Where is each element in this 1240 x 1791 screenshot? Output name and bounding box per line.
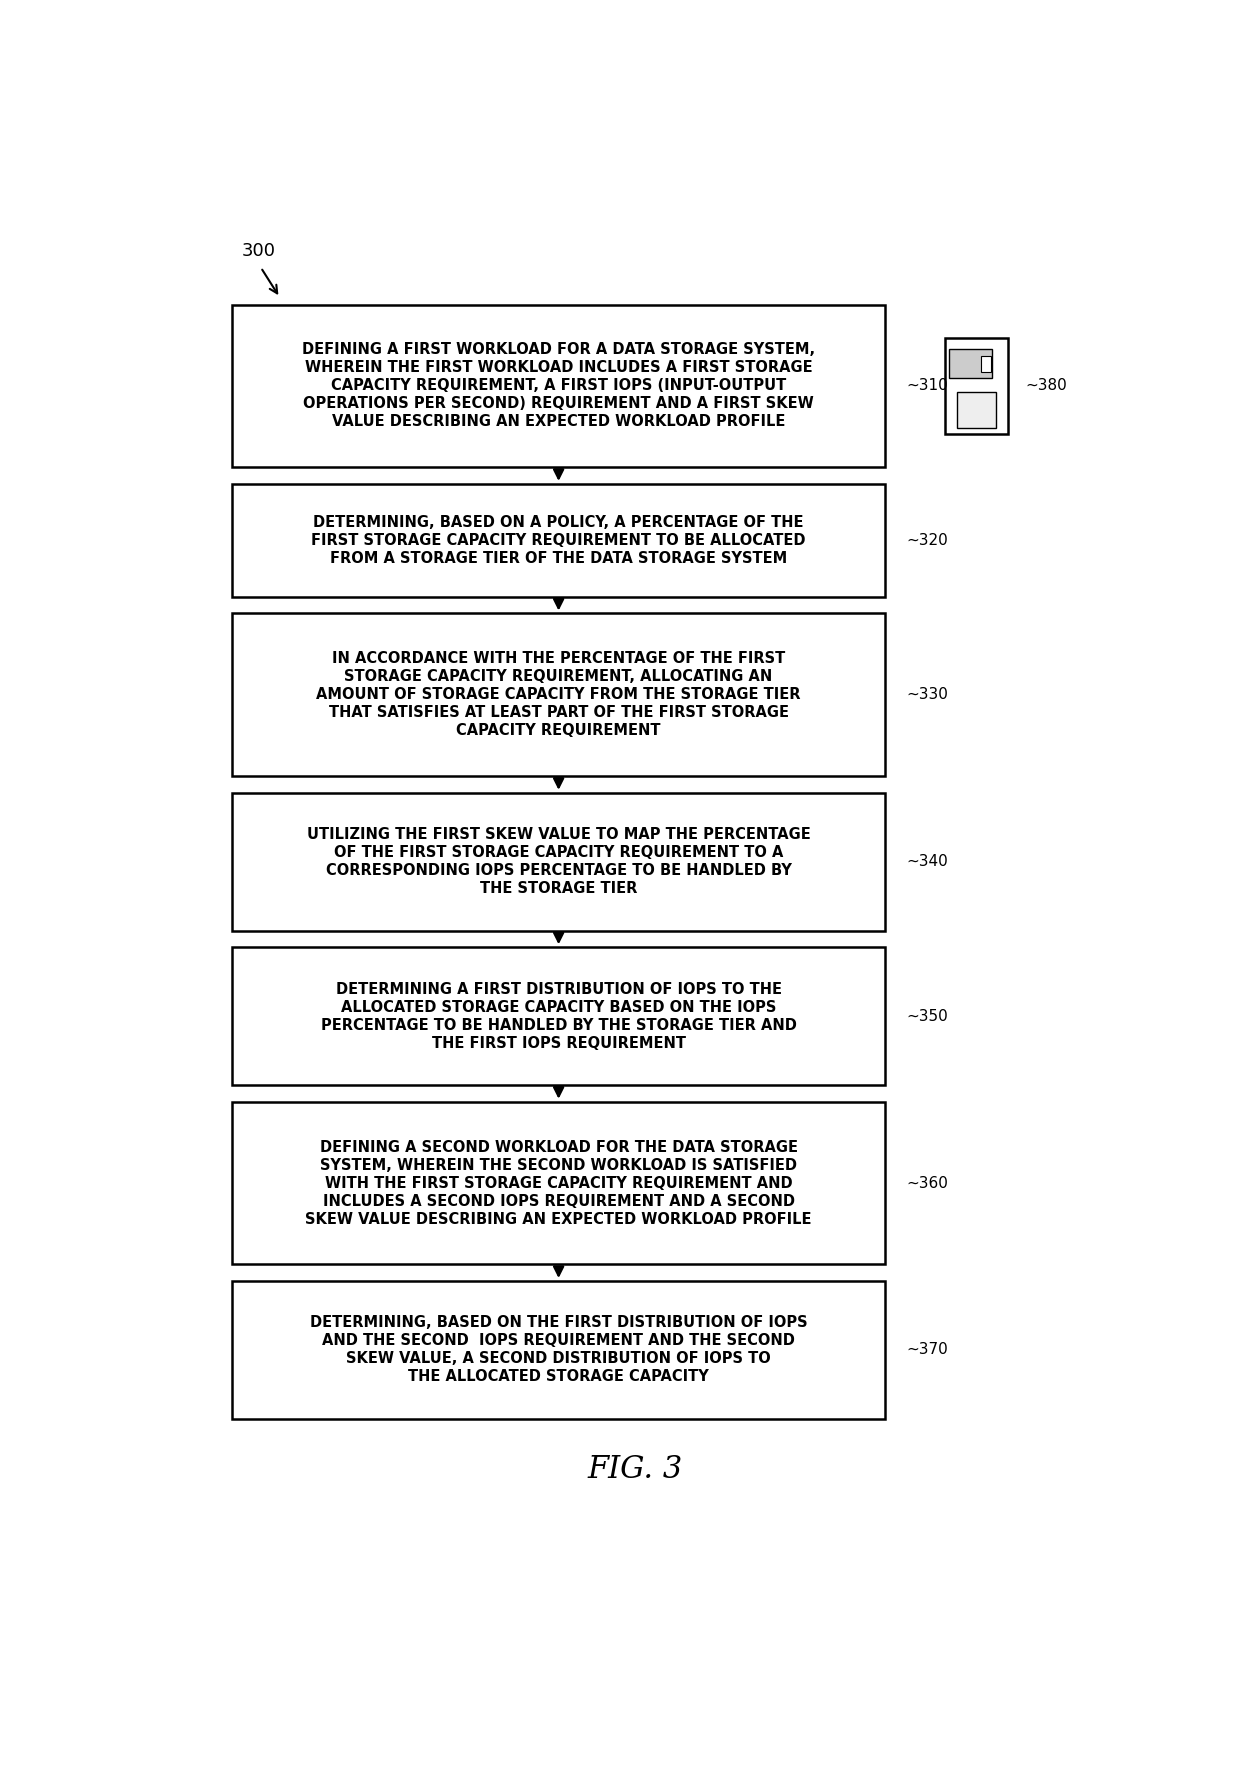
Text: ~370: ~370 xyxy=(906,1343,949,1358)
FancyBboxPatch shape xyxy=(232,304,885,467)
Text: UTILIZING THE FIRST SKEW VALUE TO MAP THE PERCENTAGE
OF THE FIRST STORAGE CAPACI: UTILIZING THE FIRST SKEW VALUE TO MAP TH… xyxy=(306,827,811,896)
Text: ~360: ~360 xyxy=(906,1175,949,1191)
FancyBboxPatch shape xyxy=(232,484,885,596)
Text: FIG. 3: FIG. 3 xyxy=(588,1454,683,1485)
Text: ~330: ~330 xyxy=(906,688,949,702)
FancyBboxPatch shape xyxy=(232,1101,885,1264)
Text: ~350: ~350 xyxy=(906,1008,949,1024)
Text: ~320: ~320 xyxy=(906,534,949,548)
Text: ~310: ~310 xyxy=(906,378,949,394)
Text: DETERMINING, BASED ON A POLICY, A PERCENTAGE OF THE
FIRST STORAGE CAPACITY REQUI: DETERMINING, BASED ON A POLICY, A PERCEN… xyxy=(311,514,806,566)
Text: ~340: ~340 xyxy=(906,854,949,869)
FancyBboxPatch shape xyxy=(232,1281,885,1418)
FancyBboxPatch shape xyxy=(981,356,991,373)
Text: DETERMINING A FIRST DISTRIBUTION OF IOPS TO THE
ALLOCATED STORAGE CAPACITY BASED: DETERMINING A FIRST DISTRIBUTION OF IOPS… xyxy=(321,981,796,1051)
Text: DEFINING A SECOND WORKLOAD FOR THE DATA STORAGE
SYSTEM, WHEREIN THE SECOND WORKL: DEFINING A SECOND WORKLOAD FOR THE DATA … xyxy=(305,1139,812,1227)
Text: 300: 300 xyxy=(242,242,275,260)
FancyBboxPatch shape xyxy=(232,793,885,931)
FancyBboxPatch shape xyxy=(232,947,885,1085)
FancyBboxPatch shape xyxy=(957,392,996,428)
Text: IN ACCORDANCE WITH THE PERCENTAGE OF THE FIRST
STORAGE CAPACITY REQUIREMENT, ALL: IN ACCORDANCE WITH THE PERCENTAGE OF THE… xyxy=(316,652,801,738)
FancyBboxPatch shape xyxy=(949,349,992,378)
FancyBboxPatch shape xyxy=(945,338,1008,433)
FancyBboxPatch shape xyxy=(232,614,885,776)
Text: ~380: ~380 xyxy=(1025,378,1066,394)
Text: DETERMINING, BASED ON THE FIRST DISTRIBUTION OF IOPS
AND THE SECOND  IOPS REQUIR: DETERMINING, BASED ON THE FIRST DISTRIBU… xyxy=(310,1315,807,1384)
Text: DEFINING A FIRST WORKLOAD FOR A DATA STORAGE SYSTEM,
WHEREIN THE FIRST WORKLOAD : DEFINING A FIRST WORKLOAD FOR A DATA STO… xyxy=(303,342,815,430)
